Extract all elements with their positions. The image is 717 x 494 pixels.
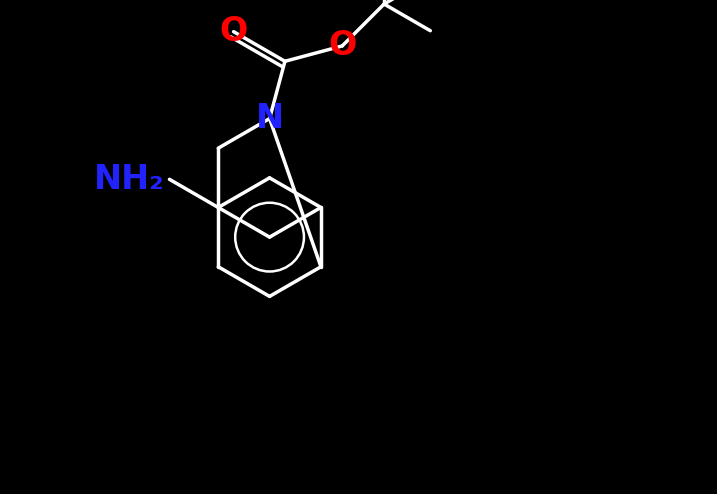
Text: O: O [219,15,247,48]
Text: O: O [328,30,356,62]
Text: NH₂: NH₂ [94,163,164,196]
Text: N: N [255,102,284,135]
